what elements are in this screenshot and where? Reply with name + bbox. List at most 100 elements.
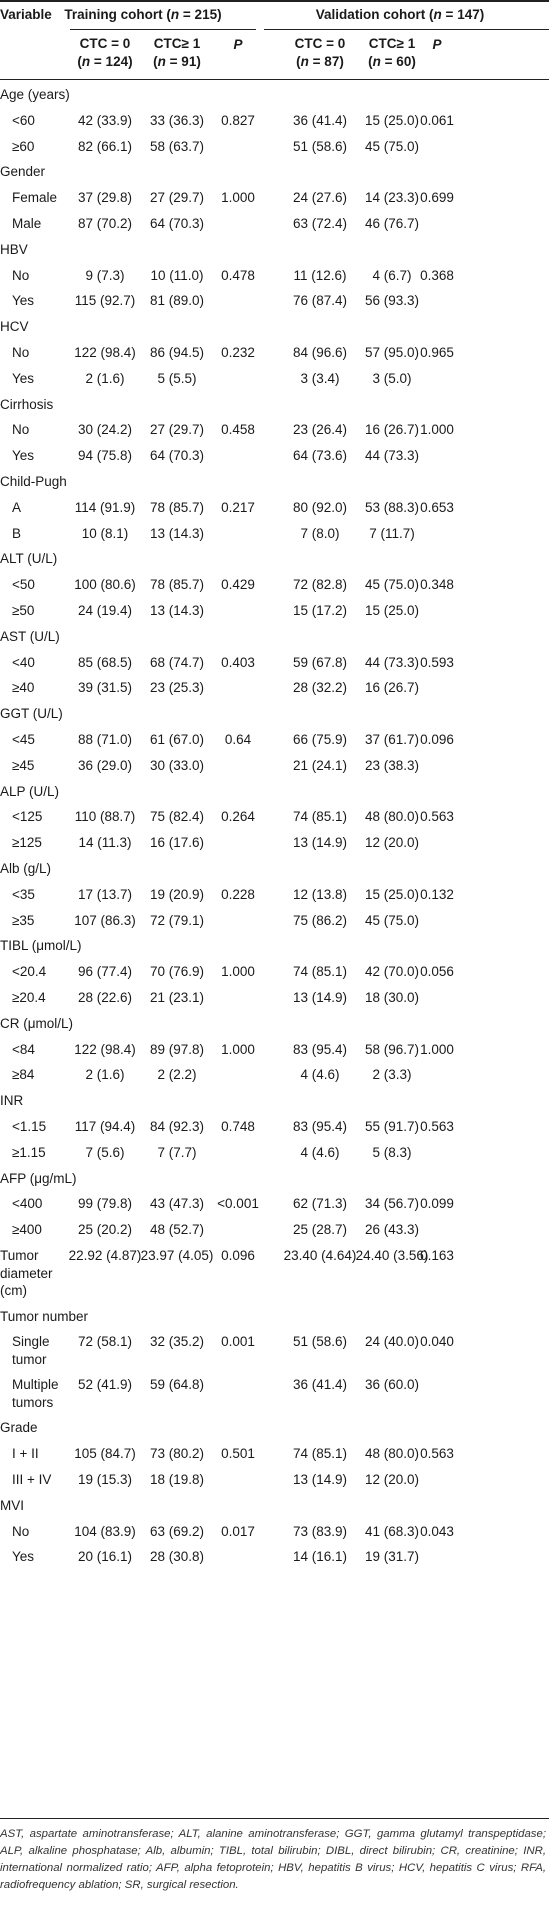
category-label: ALP (U/L): [0, 783, 60, 799]
count-cell: 68 (74.7): [149, 654, 205, 670]
count-cell: 84 (96.6): [292, 345, 348, 360]
count-cell: 20 (16.1): [77, 1549, 133, 1565]
count-cell: 72 (58.1): [77, 1334, 133, 1350]
p-value-cell: 0.965: [420, 345, 454, 360]
count-cell: 28 (32.2): [292, 680, 348, 696]
row-label: <40: [12, 654, 35, 670]
count-cell: 24 (40.0): [364, 1334, 420, 1350]
count-cell: 3 (5.0): [372, 370, 412, 386]
row-label: ≥35: [12, 912, 35, 928]
count-cell: 96 (77.4): [77, 964, 133, 980]
count-cell: 11 (12.6): [293, 267, 347, 283]
count-cell: 36 (41.4): [292, 1377, 348, 1393]
count-cell: 17 (13.7): [77, 886, 133, 902]
p-value-cell: 0.132: [420, 886, 454, 902]
p-value-cell: 1.000: [221, 190, 255, 206]
row-label: Yes: [12, 370, 35, 386]
count-cell: 12 (13.8): [292, 886, 348, 902]
count-cell: 73 (80.2): [149, 1446, 205, 1462]
p-value-cell: 0.001: [221, 1334, 255, 1350]
count-cell: 14 (16.1): [292, 1549, 348, 1565]
count-cell: 30 (24.2): [77, 422, 133, 438]
count-cell: 25 (28.7): [292, 1222, 348, 1238]
row-label: Female: [12, 190, 58, 206]
count-cell: 78 (85.7): [149, 577, 205, 593]
count-cell: 37 (61.7): [364, 732, 420, 747]
count-cell: 13 (14.9): [292, 1471, 348, 1487]
row-label-line: tumor: [12, 1351, 47, 1367]
p-value-cell: 0.061: [420, 112, 454, 128]
subheader-line2: (n = 60): [368, 54, 416, 69]
count-cell: 39 (31.5): [77, 680, 133, 696]
category-label: Tumor number: [0, 1308, 89, 1324]
row-label: Yes: [12, 448, 35, 464]
header-variable: Variable: [0, 7, 52, 22]
count-cell: 59 (67.8): [292, 654, 348, 670]
count-cell: 86 (94.5): [149, 345, 205, 360]
row-label-line: (cm): [0, 1283, 27, 1298]
count-cell: 104 (83.9): [74, 1523, 136, 1539]
count-cell: 80 (92.0): [292, 499, 348, 515]
count-cell: 16 (17.6): [149, 835, 205, 851]
count-cell: 15 (25.0): [364, 603, 420, 618]
p-value-cell: 0.403: [221, 654, 255, 670]
count-cell: 2 (3.3): [372, 1067, 412, 1083]
count-cell: 117 (94.4): [74, 1119, 136, 1134]
p-value-cell: 0.232: [221, 345, 255, 360]
count-cell: 7 (8.0): [300, 525, 340, 541]
count-cell: 55 (91.7): [364, 1119, 420, 1134]
count-cell: 43 (47.3): [149, 1196, 205, 1212]
category-label: HBV: [0, 241, 28, 257]
count-cell: 64 (70.3): [149, 448, 205, 464]
count-cell: 89 (97.8): [149, 1041, 205, 1057]
count-cell: 2 (2.2): [157, 1067, 197, 1083]
count-cell: 83 (95.4): [292, 1119, 348, 1134]
count-cell: 19 (31.7): [364, 1549, 420, 1565]
count-cell: 2 (1.6): [85, 1067, 125, 1083]
p-value-cell: 0.478: [221, 267, 255, 283]
count-cell: 48 (80.0): [364, 1446, 420, 1462]
count-cell: 100 (80.6): [74, 577, 136, 593]
count-cell: 63 (72.4): [292, 216, 348, 231]
row-label: ≥60: [12, 138, 35, 154]
count-cell: 66 (75.9): [292, 732, 348, 747]
count-cell: 4 (4.6): [300, 1144, 340, 1160]
count-cell: 18 (30.0): [364, 990, 420, 1005]
subheader-line1: P: [432, 37, 442, 52]
count-cell: 13 (14.9): [292, 835, 348, 851]
count-cell: 23 (25.3): [149, 680, 205, 696]
row-label: Yes: [12, 293, 35, 309]
count-cell: 16 (26.7): [364, 422, 420, 438]
count-cell: 59 (64.8): [149, 1377, 205, 1393]
count-cell: 73 (83.9): [292, 1523, 348, 1539]
category-label: INR: [0, 1093, 24, 1109]
count-cell: 58 (63.7): [149, 138, 205, 154]
p-value-cell: 0.099: [420, 1196, 454, 1212]
row-label-line: Multiple: [12, 1377, 59, 1393]
category-label: AFP (μg/mL): [0, 1170, 77, 1186]
category-label: Age (years): [0, 87, 70, 102]
row-label: ≥1.15: [12, 1144, 46, 1160]
row-label: ≥84: [12, 1067, 35, 1083]
count-cell: 2 (1.6): [85, 370, 125, 386]
count-cell: 36 (60.0): [364, 1377, 420, 1393]
header-validation-cohort: Validation cohort (n = 147): [315, 7, 485, 22]
row-label: A: [12, 499, 22, 515]
category-label: TIBL (μmol/L): [0, 938, 82, 954]
category-label: Cirrhosis: [0, 396, 54, 412]
count-cell: 26 (43.3): [364, 1222, 420, 1238]
count-cell: 10 (11.0): [150, 267, 204, 283]
count-cell: 75 (82.4): [149, 809, 205, 825]
p-value-cell: 0.653: [420, 499, 454, 515]
count-cell: 5 (5.5): [157, 370, 197, 386]
count-cell: 64 (70.3): [149, 216, 205, 231]
count-cell: 21 (23.1): [149, 990, 205, 1005]
row-label: ≥50: [12, 603, 35, 618]
count-cell: 45 (75.0): [364, 577, 420, 593]
category-label: Gender: [0, 164, 46, 180]
count-cell: 51 (58.6): [292, 1334, 348, 1350]
row-label: No: [12, 1523, 30, 1539]
count-cell: 76 (87.4): [292, 293, 348, 309]
category-label: Alb (g/L): [0, 861, 52, 876]
count-cell: 33 (36.3): [149, 112, 205, 128]
